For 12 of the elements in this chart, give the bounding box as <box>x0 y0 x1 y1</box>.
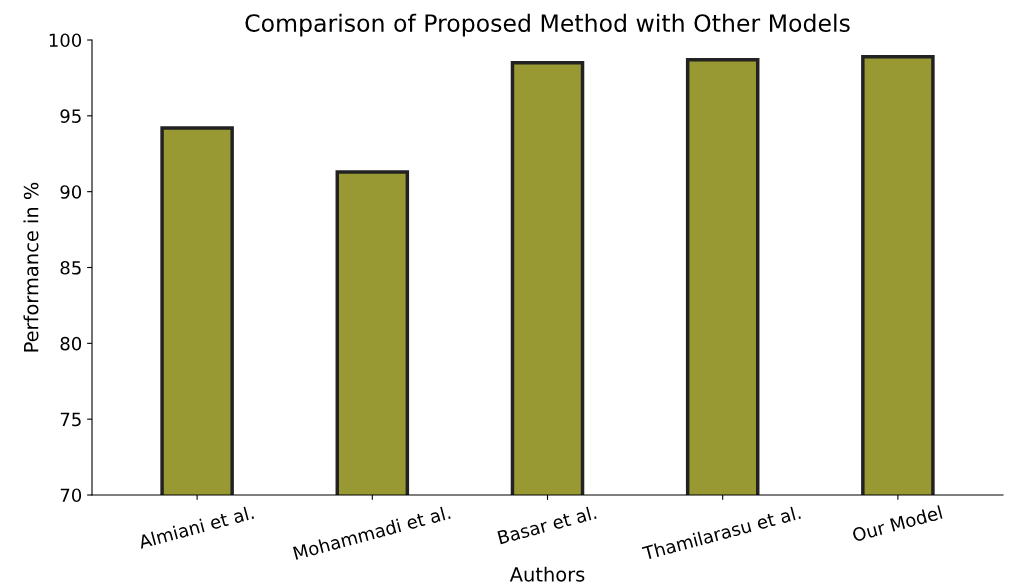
y-tick-label: 75 <box>60 412 81 427</box>
y-axis-title: Performance in % <box>23 182 39 352</box>
x-tick-label: Our Model <box>851 505 943 543</box>
y-tick-label: 80 <box>60 336 82 351</box>
y-tick-label: 70 <box>60 488 82 503</box>
chart-title: Comparison of Proposed Method with Other Models <box>245 13 850 37</box>
y-tick-label: 95 <box>60 109 81 123</box>
y-tick-label: 85 <box>60 260 81 275</box>
y-tick-label: 100 <box>49 33 82 48</box>
y-tick-label: 90 <box>60 185 82 199</box>
x-tick-label: Basar et al. <box>497 505 597 545</box>
x-axis-title: Authors <box>509 566 585 582</box>
